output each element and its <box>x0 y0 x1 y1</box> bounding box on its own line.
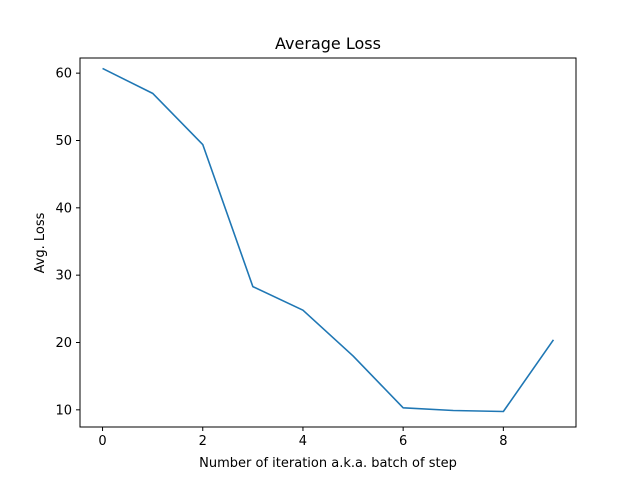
x-tick-label: 0 <box>98 434 106 449</box>
y-tick-label: 60 <box>55 67 72 82</box>
y-tick-label: 40 <box>55 201 72 216</box>
y-tick-label: 50 <box>55 134 72 149</box>
x-tick-label: 2 <box>199 434 207 449</box>
x-tick-label: 4 <box>299 434 307 449</box>
series-line <box>102 67 555 413</box>
x-axis: 0 2 4 6 8 <box>98 427 507 449</box>
y-axis-label: Avg. Loss <box>33 212 48 273</box>
y-tick-label: 30 <box>55 269 72 284</box>
y-axis: 10 20 30 40 50 60 <box>55 67 80 418</box>
plot-area <box>102 67 555 413</box>
y-tick-label: 20 <box>55 336 72 351</box>
plot-frame <box>79 57 577 428</box>
y-tick-label: 10 <box>55 403 72 418</box>
x-tick-label: 6 <box>399 434 407 449</box>
x-axis-label: Number of iteration a.k.a. batch of step <box>199 456 457 471</box>
chart-title: Average Loss <box>275 34 381 53</box>
x-tick-label: 8 <box>499 434 507 449</box>
